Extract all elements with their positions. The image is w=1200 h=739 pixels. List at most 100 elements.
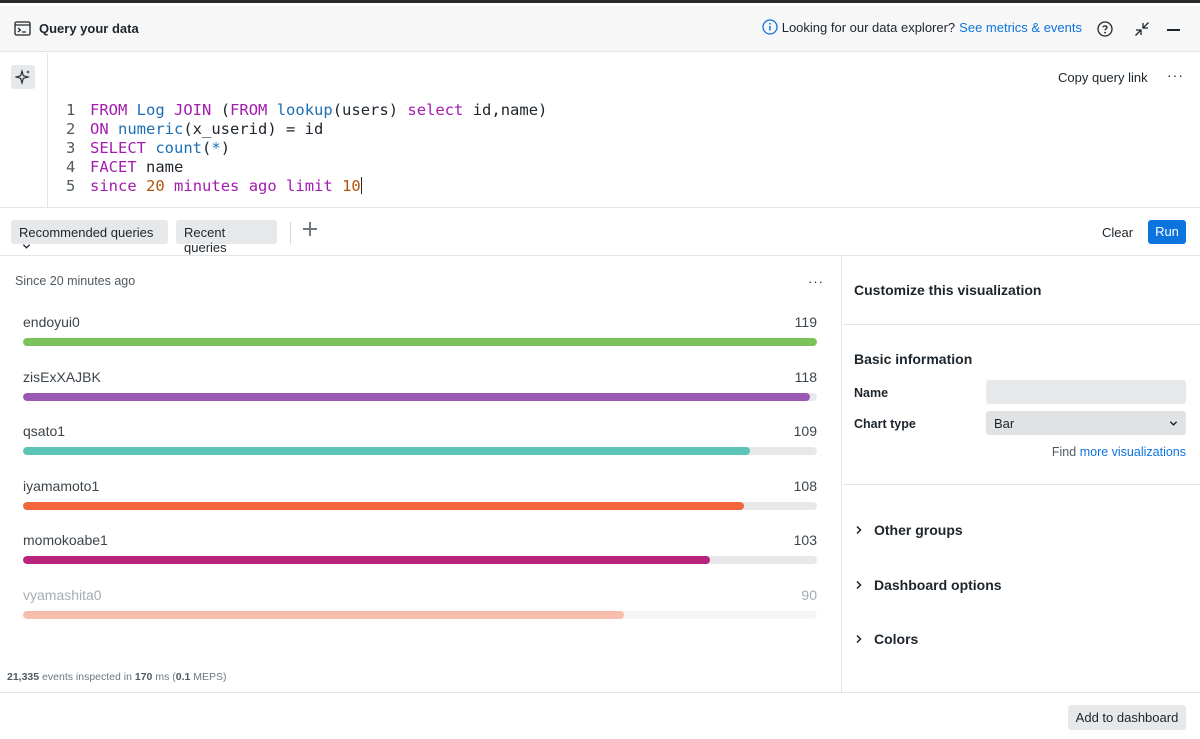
duration-ms: 170 <box>134 671 153 683</box>
collapse-icon[interactable] <box>1134 21 1150 37</box>
code-token: numeric <box>118 120 184 138</box>
line-number: 3 <box>66 139 76 157</box>
colors-accordion[interactable]: Colors <box>854 631 918 647</box>
recent-queries-button[interactable]: Recent queries <box>176 220 277 255</box>
bar-value: 90 <box>801 586 817 603</box>
nrql-code[interactable]: 1 FROM Log JOIN (FROM lookup(users) selec… <box>66 101 547 196</box>
text-cursor <box>360 177 362 194</box>
chart-type-value: Bar <box>994 416 1015 431</box>
bar-value: 109 <box>793 423 817 439</box>
help-icon[interactable] <box>1097 21 1113 37</box>
bar-label: iyamamoto1 <box>23 477 100 494</box>
bar-track <box>23 556 817 564</box>
code-token: ( <box>220 101 231 119</box>
line-number: 5 <box>66 177 76 195</box>
clear-button[interactable]: Clear <box>1102 225 1134 240</box>
code-token: select <box>407 101 464 119</box>
recommended-queries-button[interactable]: Recommended queries <box>11 220 168 249</box>
info-icon <box>762 19 778 35</box>
minimize-icon[interactable] <box>1167 29 1180 31</box>
code-token: ( <box>202 139 212 157</box>
bar-track <box>23 610 817 619</box>
more-visualizations-link[interactable]: more visualizations <box>1079 445 1186 459</box>
accordion-label: Colors <box>874 631 919 647</box>
code-token: limit <box>286 177 333 195</box>
name-input[interactable] <box>986 380 1186 404</box>
bar-row[interactable]: qsato1 109 <box>23 423 817 477</box>
divider <box>843 484 1200 485</box>
code-line-4: 4 FACET name <box>66 158 547 177</box>
dashboard-options-accordion[interactable]: Dashboard options <box>854 577 1002 593</box>
line-number: 2 <box>66 120 76 138</box>
run-button[interactable]: Run <box>1148 220 1186 244</box>
ai-assist-button[interactable] <box>11 65 35 89</box>
query-toolbar: Recommended queries Recent queries Clear… <box>0 208 1200 256</box>
accordion-label: Other groups <box>874 522 963 538</box>
chevron-right-icon <box>856 634 862 644</box>
events-count: 21,335 <box>7 671 40 683</box>
code-token: lookup <box>276 101 333 119</box>
stats-text: events inspected in <box>42 671 132 683</box>
bar-label: qsato1 <box>23 423 66 439</box>
bar-value: 103 <box>793 532 817 548</box>
add-to-dashboard-button[interactable]: Add to dashboard <box>1068 705 1186 730</box>
other-groups-accordion[interactable]: Other groups <box>854 522 963 538</box>
bar-label: endoyui0 <box>23 314 80 330</box>
bar-value: 118 <box>794 368 817 385</box>
bar-label: vyamashita0 <box>23 586 102 603</box>
line-number: 4 <box>66 158 76 176</box>
chevron-right-icon <box>856 525 862 535</box>
find-more-visualizations: Find more visualizations <box>1052 445 1186 459</box>
bar-row[interactable]: zisExXAJBK 118 <box>23 369 817 423</box>
bar <box>23 556 711 564</box>
editor-gutter <box>0 53 48 208</box>
bar <box>23 501 744 510</box>
meps-value: 0.1 <box>175 671 191 683</box>
code-token: ) <box>220 139 231 157</box>
code-token: (x_userid) = id <box>183 120 324 138</box>
bar <box>23 392 811 401</box>
code-token: since <box>90 177 137 195</box>
bar-label: momokoabe1 <box>23 532 108 548</box>
bar-row[interactable]: endoyui0 119 <box>23 314 817 368</box>
chart-type-label: Chart type <box>854 417 916 431</box>
code-token: JOIN <box>174 101 212 119</box>
divider <box>843 324 1200 325</box>
data-explorer-hint: Looking for our data explorer? See metri… <box>762 19 1082 35</box>
bar-track <box>23 338 817 346</box>
code-token: (users) <box>332 101 399 119</box>
editor-more-menu[interactable]: ··· <box>1167 67 1184 83</box>
chart-more-menu[interactable]: ··· <box>808 274 824 289</box>
code-token: FACET <box>90 158 137 176</box>
time-range-label: Since 20 minutes ago <box>15 274 136 288</box>
copy-query-link-button[interactable]: Copy query link <box>1058 70 1148 85</box>
bar <box>23 338 817 346</box>
chevron-right-icon <box>856 580 862 590</box>
query-editor[interactable]: Copy query link ··· 1 FROM Log JOIN (FROM… <box>0 53 1200 208</box>
chart-type-select[interactable]: Bar <box>986 411 1186 435</box>
code-token: * <box>211 139 221 157</box>
code-line-3: 3 SELECT count(*) <box>66 139 547 158</box>
code-token: FROM <box>230 101 268 119</box>
bar-value: 108 <box>793 477 817 494</box>
bar-row[interactable]: momokoabe1 103 <box>23 532 817 586</box>
bar-row[interactable]: vyamashita0 90 <box>23 587 817 641</box>
bar-value: 119 <box>794 314 817 330</box>
bar-chart: endoyui0 119 zisExXAJBK 118 qsato1 109 iyamamo… <box>15 302 827 644</box>
query-stats: 21,335 events inspected in 170 ms (0.1 M… <box>7 671 227 683</box>
name-label: Name <box>854 386 889 400</box>
recommended-queries-label: Recommended queries <box>19 225 154 240</box>
see-metrics-link[interactable]: See metrics & events <box>959 19 1082 35</box>
bar-row[interactable]: iyamamoto1 108 <box>23 478 817 532</box>
bar <box>23 447 751 455</box>
code-line-5: 5 since 20 minutes ago limit 10 <box>66 177 547 196</box>
bar-track <box>23 447 817 455</box>
code-token: id,name) <box>472 101 548 119</box>
query-header: Query your data Looking for our data exp… <box>0 6 1200 52</box>
add-query-icon[interactable] <box>302 221 318 237</box>
bar-track <box>23 501 817 510</box>
bar <box>23 610 624 619</box>
code-line-2: 2 ON numeric(x_userid) = id <box>66 120 547 139</box>
code-token: count <box>155 139 203 157</box>
